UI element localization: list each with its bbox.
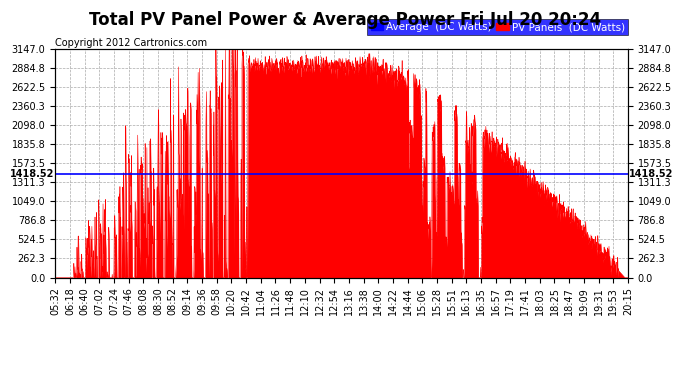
Text: 1418.52: 1418.52 xyxy=(10,170,54,179)
Text: Total PV Panel Power & Average Power Fri Jul 20 20:24: Total PV Panel Power & Average Power Fri… xyxy=(89,11,601,29)
Legend: Average  (DC Watts), PV Panels  (DC Watts): Average (DC Watts), PV Panels (DC Watts) xyxy=(368,19,628,35)
Text: Copyright 2012 Cartronics.com: Copyright 2012 Cartronics.com xyxy=(55,39,207,48)
Text: 1418.52: 1418.52 xyxy=(629,170,673,179)
